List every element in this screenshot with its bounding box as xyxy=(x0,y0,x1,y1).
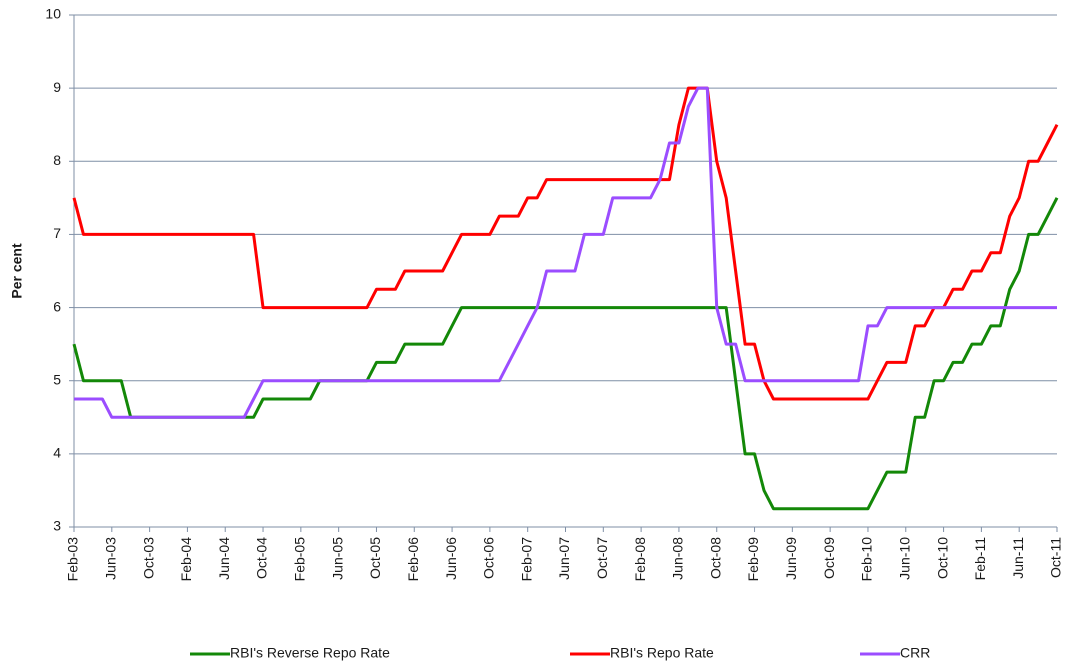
legend-label: RBI's Reverse Repo Rate xyxy=(230,645,390,661)
x-tick-label: Jun-03 xyxy=(103,537,119,580)
x-tick-label: Oct-09 xyxy=(821,537,837,579)
x-tick-label: Oct-11 xyxy=(1048,537,1064,578)
legend-label: CRR xyxy=(900,645,930,661)
y-tick-label: 10 xyxy=(45,6,61,22)
y-tick-label: 6 xyxy=(53,298,61,314)
y-tick-label: 8 xyxy=(53,152,61,168)
x-tick-label: Oct-06 xyxy=(481,537,497,579)
x-tick-label: Feb-06 xyxy=(405,537,421,582)
x-tick-label: Feb-07 xyxy=(518,537,534,582)
x-tick-label: Feb-08 xyxy=(632,537,648,582)
y-tick-label: 7 xyxy=(53,225,61,241)
x-tick-label: Jun-07 xyxy=(556,537,572,580)
legend-label: RBI's Repo Rate xyxy=(610,645,714,661)
x-tick-label: Feb-11 xyxy=(972,537,988,581)
x-tick-label: Oct-03 xyxy=(140,537,156,579)
y-axis-label: Per cent xyxy=(9,243,25,299)
x-tick-label: Jun-10 xyxy=(896,537,912,580)
x-tick-label: Feb-09 xyxy=(745,537,761,582)
y-tick-label: 9 xyxy=(53,79,61,95)
x-tick-label: Oct-07 xyxy=(594,537,610,579)
x-tick-label: Jun-05 xyxy=(329,537,345,580)
x-tick-label: Feb-10 xyxy=(859,537,875,582)
y-tick-label: 4 xyxy=(53,445,61,461)
x-tick-label: Jun-04 xyxy=(216,537,232,580)
x-tick-label: Oct-08 xyxy=(707,537,723,579)
x-tick-label: Oct-04 xyxy=(254,537,270,579)
x-tick-label: Feb-05 xyxy=(292,537,308,582)
x-tick-label: Feb-03 xyxy=(65,537,81,582)
x-tick-label: Jun-06 xyxy=(443,537,459,580)
series-line xyxy=(72,86,1059,401)
series-line xyxy=(74,86,1057,419)
x-tick-label: Feb-04 xyxy=(178,537,194,582)
x-tick-label: Jun-09 xyxy=(783,537,799,580)
x-tick-label: Oct-10 xyxy=(934,537,950,579)
x-tick-label: Oct-05 xyxy=(367,537,383,579)
y-tick-label: 3 xyxy=(53,518,61,534)
x-tick-label: Jun-08 xyxy=(670,537,686,580)
y-tick-label: 5 xyxy=(53,371,61,387)
x-tick-label: Jun-11 xyxy=(1010,537,1026,579)
